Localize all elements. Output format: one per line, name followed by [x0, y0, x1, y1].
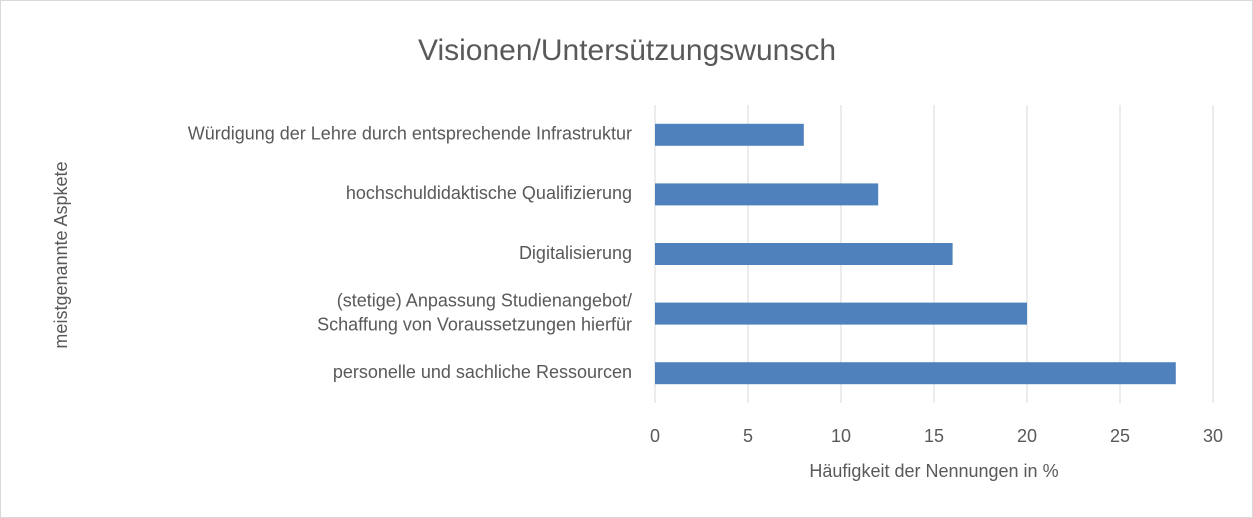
- bar: [655, 243, 953, 265]
- x-tick-label: 0: [650, 426, 660, 446]
- bar: [655, 302, 1027, 325]
- y-tick-label: personelle und sachliche Ressourcen: [333, 362, 632, 382]
- x-tick-label: 5: [743, 426, 753, 446]
- x-axis-title: Häufigkeit der Nennungen in %: [809, 461, 1058, 481]
- y-tick-label: Digitalisierung: [519, 243, 632, 263]
- y-tick-label: (stetige) Anpassung Studienangebot/Schaf…: [317, 290, 632, 334]
- x-tick-label: 25: [1110, 426, 1130, 446]
- bar: [655, 183, 879, 206]
- bar: [655, 123, 804, 146]
- x-tick-label: 30: [1203, 426, 1223, 446]
- x-tick-label: 10: [831, 426, 851, 446]
- chart-title: Visionen/Untersützungswunsch: [418, 34, 836, 67]
- y-tick-label: Würdigung der Lehre durch entsprechende …: [188, 124, 632, 144]
- y-tick-label: hochschuldidaktische Qualifizierung: [346, 183, 632, 203]
- x-tick-label: 20: [1017, 426, 1037, 446]
- bar: [655, 362, 1176, 385]
- x-tick-label: 15: [924, 426, 944, 446]
- y-axis-title: meistgenannte Aspkete: [51, 161, 71, 348]
